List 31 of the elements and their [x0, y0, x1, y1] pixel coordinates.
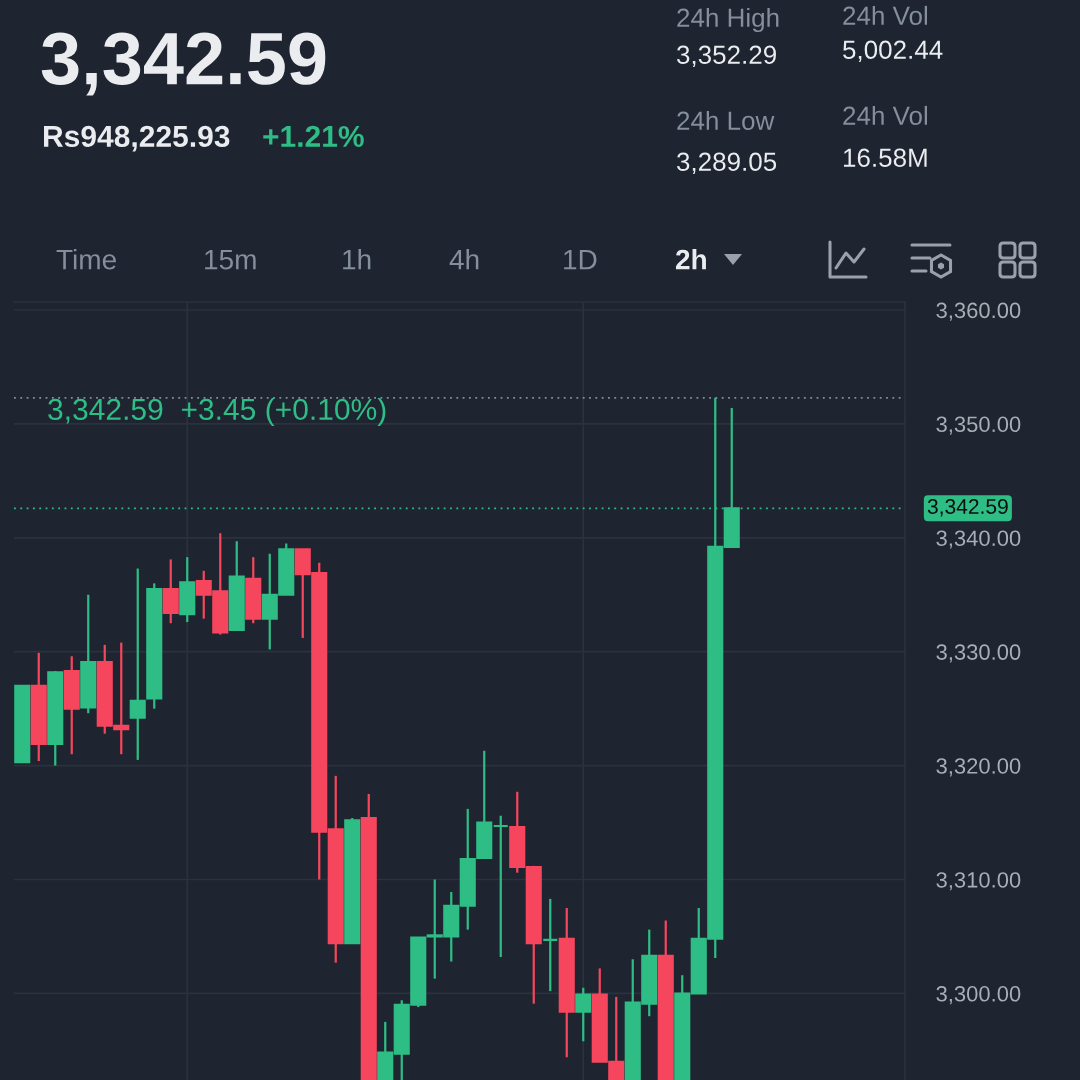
- annotation: 3,342.59 +3.45 (+0.10%): [48, 398, 386, 426]
- y-tick-label: 3,340.00: [936, 530, 1021, 549]
- candlestick: [162, 558, 179, 625]
- candlestick: [575, 986, 592, 1043]
- text: 24h High: [677, 7, 779, 33]
- ref-line-label: 3,342.59: [927, 499, 1008, 517]
- y-tick-label: 3,350.00: [936, 416, 1021, 435]
- candlestick: [492, 814, 509, 959]
- text: 24h Vol: [843, 5, 928, 25]
- y-tick-label: 3,320.00: [936, 758, 1021, 777]
- text: 16.58M: [843, 148, 927, 167]
- y-tick-label: 3,330.00: [936, 644, 1021, 663]
- text: 2h: [675, 248, 706, 270]
- text: 1h: [343, 248, 371, 270]
- y-tick-label: 3,360.00: [936, 302, 1021, 321]
- text: 1D: [564, 249, 597, 270]
- candlestick: [542, 897, 559, 993]
- text: 3,352.29: [676, 45, 776, 68]
- text: 3,289.05: [676, 152, 777, 175]
- y-tick-label: 3,300.00: [936, 986, 1021, 1005]
- text: 4h: [449, 248, 479, 270]
- text: Rs948,225.93: [44, 125, 230, 152]
- text: Time: [56, 248, 116, 270]
- text: 15m: [205, 249, 256, 270]
- y-tick-label: 3,310.00: [936, 872, 1021, 891]
- text: +1.21%: [263, 125, 364, 147]
- candlestick: [129, 567, 146, 762]
- chart-title: 3,342.59: [41, 32, 326, 96]
- text: 24h Vol: [843, 105, 928, 125]
- text: 5,002.44: [843, 40, 943, 63]
- text: 24h Low: [677, 110, 775, 130]
